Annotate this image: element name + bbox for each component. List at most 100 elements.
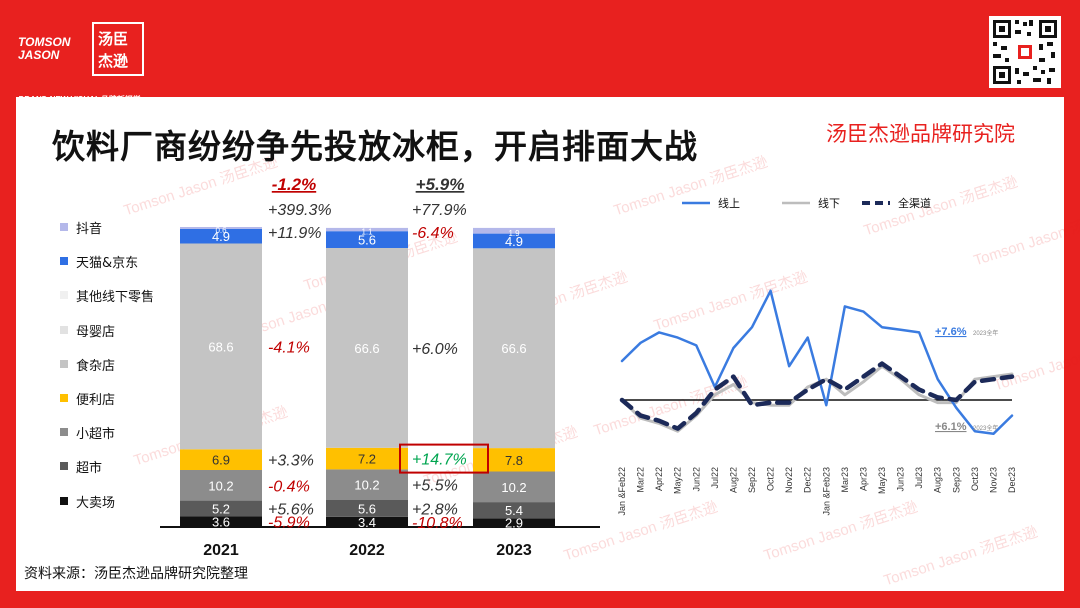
x-tick-label: Mar22 <box>636 467 646 493</box>
bar-value-label: 3.4 <box>358 515 376 530</box>
legend-swatch <box>60 325 68 334</box>
legend-item: 母婴店 <box>60 321 190 341</box>
legend-label: 抖音 <box>76 222 103 237</box>
stacked-bar-chart: 3.65.210.26.968.64.90.620213.45.610.27.2… <box>160 175 600 559</box>
x-tick-label: May22 <box>673 467 683 494</box>
legend-swatch <box>60 496 68 505</box>
bar-segment <box>180 500 262 517</box>
growth-label: +77.9% <box>412 202 467 219</box>
x-tick-label: Jun23 <box>896 467 906 492</box>
x-tick-label: Oct22 <box>766 467 776 491</box>
legend-swatch <box>60 428 68 437</box>
x-tick-label: Jun22 <box>691 467 701 492</box>
x-tick-label: Mar23 <box>840 467 850 493</box>
logo-cn-line1: 汤臣 <box>98 30 129 48</box>
bar-value-label: 2.9 <box>505 516 523 531</box>
legend-item: 小超市 <box>60 423 190 443</box>
bar-value-label: 10.2 <box>208 478 233 493</box>
growth-label: +2.8% <box>412 501 458 518</box>
total-growth-label: -1.2% <box>272 175 316 194</box>
bar-segment <box>326 469 408 500</box>
x-tick-label: Dec23 <box>1007 467 1017 493</box>
x-tick-label: Sep22 <box>747 467 757 493</box>
bar-value-label: 5.6 <box>358 233 376 248</box>
legend-swatch <box>60 394 68 402</box>
bar-value-label: 0.6 <box>215 226 227 235</box>
x-tick-label: Apr23 <box>858 467 868 491</box>
logo-en-line2: JASON <box>18 48 60 62</box>
x-tick-label: Jul22 <box>710 467 720 489</box>
bar-segment <box>180 470 262 501</box>
category-label: 2022 <box>349 542 385 559</box>
series-line <box>619 361 1015 431</box>
x-tick-label: Sep23 <box>951 467 961 493</box>
x-tick-label: Jan &Feb23 <box>821 467 831 516</box>
category-label: 2023 <box>496 542 532 559</box>
growth-label: -10.8% <box>412 515 463 532</box>
x-tick-label: Oct23 <box>970 467 980 491</box>
slide-title: 饮料厂商纷纷争先投放冰柜，开启排面大战 <box>52 127 698 166</box>
legend-swatch <box>60 462 68 471</box>
legend-item: 大卖场 <box>60 492 190 512</box>
x-tick-label: Apr22 <box>654 467 664 491</box>
bar-segment <box>326 500 408 517</box>
growth-label: -5.9% <box>268 515 310 532</box>
logo-en-line1: TOMSON <box>18 35 71 49</box>
legend-item: 超市 <box>60 457 190 477</box>
annotation-note: 2023全年 <box>973 329 998 337</box>
bar-value-label: 4.9 <box>505 234 523 249</box>
category-label: 2021 <box>203 542 239 559</box>
bar-segment <box>473 227 555 234</box>
legend-item: 其他线下零售 <box>60 286 190 306</box>
x-tick-label: May23 <box>877 467 887 494</box>
growth-label: +6.0% <box>412 341 458 358</box>
bar-segment <box>180 228 262 244</box>
legend-item: 食杂店 <box>60 355 190 375</box>
legend-label: 大卖场 <box>76 495 116 511</box>
bar-segment <box>473 448 555 472</box>
legend-label: 母婴店 <box>76 324 116 340</box>
x-tick-label: Aug23 <box>933 467 943 493</box>
bar-value-label: 6.9 <box>212 453 230 468</box>
logo-chinese: 汤臣 杰逊 <box>98 28 142 72</box>
brand-label: 汤臣杰逊品牌研究院 <box>826 122 1015 146</box>
bar-value-label: 1.1 <box>361 228 373 237</box>
line-chart: Jan &Feb22 Mar22 Apr22 May22 Jun22 Jul22 Aug22… <box>617 196 1017 516</box>
legend-swatch <box>60 359 68 368</box>
x-tick-label: Nov23 <box>988 467 998 493</box>
bar-segment <box>473 471 555 503</box>
bar-segment <box>473 502 555 519</box>
legend-label: 天猫&京东 <box>76 256 139 272</box>
growth-label: +11.9% <box>268 225 322 242</box>
series-line <box>620 289 1014 436</box>
legend-item: 便利店 <box>60 389 190 409</box>
bar-value-label: 1.9 <box>508 229 520 238</box>
growth-label: -4.1% <box>268 339 310 356</box>
annotation-value: +6.1% <box>935 421 967 433</box>
bar-segment <box>473 248 555 449</box>
bar-segment <box>326 231 408 248</box>
legend-label: 小超市 <box>76 427 116 443</box>
bar-value-label: 3.6 <box>212 515 230 530</box>
bar-segment <box>326 248 408 448</box>
brand-logo: TOMSON JASON 汤臣 杰逊 BRAND NEW VISUAL品牌新视觉 <box>14 14 144 104</box>
x-tick-label: Dec22 <box>803 467 813 493</box>
bar-value-label: 4.9 <box>212 229 230 244</box>
legend-label: 其他线下零售 <box>76 290 155 306</box>
bar-segment <box>326 516 408 527</box>
bar-segment <box>473 518 555 527</box>
bar-value-label: 10.2 <box>354 478 379 493</box>
x-tick-label: Nov22 <box>784 467 794 493</box>
bar-value-label: 5.4 <box>505 503 523 518</box>
highlight-box <box>399 443 489 474</box>
bar-segment <box>180 449 262 470</box>
logo-english: TOMSON JASON <box>18 36 70 62</box>
bar-segment <box>326 227 408 232</box>
growth-label: +5.6% <box>268 501 314 518</box>
bar-value-label: 68.6 <box>208 339 233 354</box>
growth-label: +14.7% <box>412 452 467 469</box>
bar-segment <box>180 243 262 450</box>
bar-value-label: 66.6 <box>354 341 379 356</box>
bar-segment <box>180 516 262 527</box>
x-tick-label: Jul23 <box>914 467 924 489</box>
